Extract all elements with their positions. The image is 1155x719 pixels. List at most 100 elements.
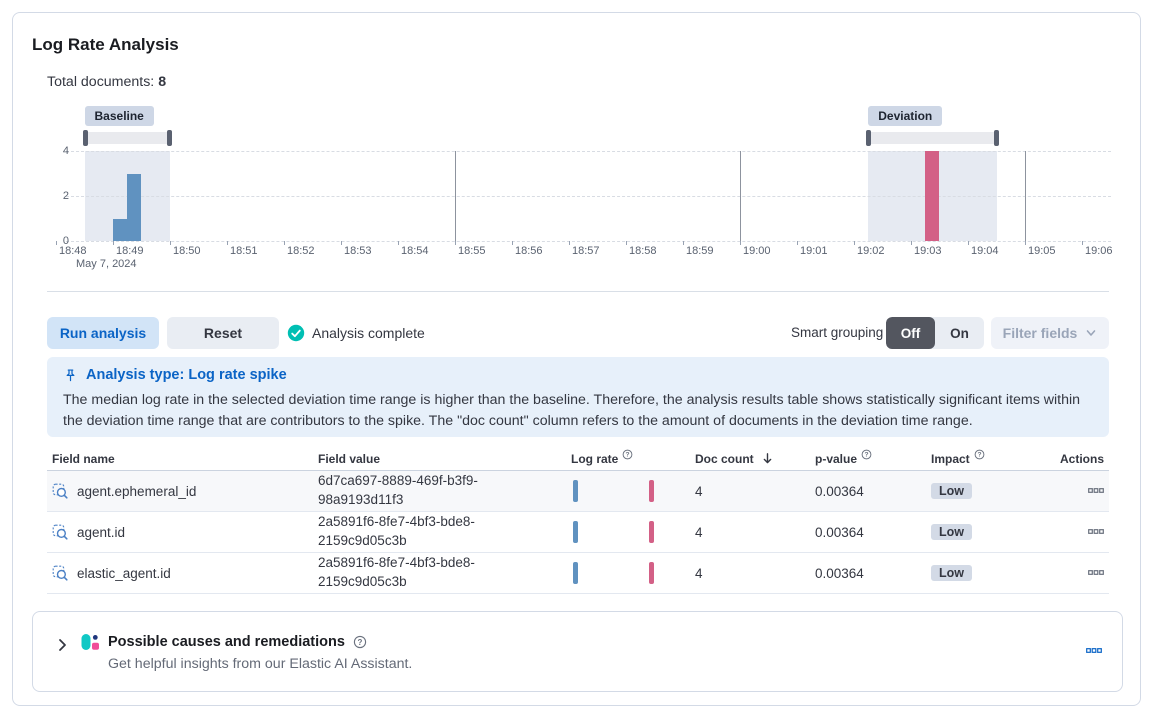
column-label: Actions xyxy=(1059,451,1104,466)
deviation-brush-track[interactable] xyxy=(868,132,997,144)
help-icon[interactable]: ? xyxy=(353,635,367,649)
x-tick-mark xyxy=(113,241,114,245)
column-header-actions: Actions xyxy=(1026,452,1109,466)
field-value: 2a5891f6-8fe7-4bf3-bde8-2159c9d05c3b xyxy=(318,514,475,548)
field-search-icon[interactable] xyxy=(52,524,68,540)
x-tick-mark xyxy=(455,241,456,245)
x-axis-label: 19:04 xyxy=(971,245,999,257)
results-table: Field name Field value Log rate? Doc count p… xyxy=(47,447,1109,594)
page-title: Log Rate Analysis xyxy=(32,35,179,54)
table-row: agent.id 2a5891f6-8fe7-4bf3-bde8-2159c9d0… xyxy=(47,512,1109,553)
smart-grouping-off-button[interactable]: Off xyxy=(886,317,935,349)
x-tick-mark xyxy=(740,241,741,245)
x-axis-label: 18:56 xyxy=(515,245,543,257)
p-value: 0.00364 xyxy=(815,524,864,540)
deviation-brush-handle-right[interactable] xyxy=(993,130,999,146)
log-rate-mini-chart xyxy=(566,512,690,552)
field-name-value: agent.id xyxy=(77,524,126,540)
doc-count-value: 4 xyxy=(695,524,703,540)
x-tick-mark xyxy=(284,241,285,245)
y-axis-label: 2 xyxy=(62,190,69,202)
column-header-log-rate[interactable]: Log rate? xyxy=(566,449,690,466)
table-row: elastic_agent.id 2a5891f6-8fe7-4bf3-bde8-… xyxy=(47,553,1109,594)
callout-body: The median log rate in the selected devi… xyxy=(63,392,1081,429)
x-gridline xyxy=(1025,151,1026,241)
x-tick-mark xyxy=(227,241,228,245)
analysis-status-label: Analysis complete xyxy=(312,325,425,341)
total-documents-value: 8 xyxy=(158,74,167,90)
field-value: 6d7ca697-8889-469f-b3f9-98a9193d11f3 xyxy=(318,473,478,507)
run-analysis-button[interactable]: Run analysis xyxy=(47,317,159,349)
x-tick-mark xyxy=(56,241,57,245)
x-tick-mark xyxy=(968,241,969,245)
column-label: Doc count xyxy=(695,451,754,466)
analysis-status: Analysis complete xyxy=(287,317,425,349)
panel-actions-icon[interactable] xyxy=(1086,645,1102,657)
row-actions-icon[interactable] xyxy=(1088,567,1104,579)
column-header-field-value[interactable]: Field value xyxy=(313,452,566,466)
x-axis-label: 18:59 xyxy=(686,245,714,257)
log-rate-mini-chart xyxy=(566,553,690,593)
help-icon[interactable]: ? xyxy=(622,449,633,460)
possible-causes-title: Possible causes and remediations xyxy=(108,634,345,650)
pin-icon xyxy=(63,368,78,383)
x-axis-date-label: May 7, 2024 xyxy=(76,258,137,270)
log-rate-baseline-bar xyxy=(573,521,578,543)
reset-button[interactable]: Reset xyxy=(167,317,279,349)
accordion-chevron-icon[interactable] xyxy=(55,638,69,652)
baseline-brush-handle-right[interactable] xyxy=(167,130,172,146)
table-row: agent.ephemeral_id 6d7ca697-8889-469f-b3f… xyxy=(47,471,1109,512)
log-rate-deviation-bar xyxy=(649,562,654,584)
deviation-badge: Deviation xyxy=(868,106,943,126)
x-axis-label: 18:55 xyxy=(458,245,486,257)
filter-fields-button[interactable]: Filter fields xyxy=(991,317,1109,349)
smart-grouping-on-button[interactable]: On xyxy=(950,325,969,341)
field-name-value: elastic_agent.id xyxy=(77,565,171,581)
x-tick-mark xyxy=(797,241,798,245)
x-axis-label: 18:52 xyxy=(287,245,315,257)
table-header-row: Field name Field value Log rate? Doc count p… xyxy=(47,447,1109,471)
help-icon[interactable]: ? xyxy=(974,449,985,460)
column-label: Field name xyxy=(52,451,115,466)
baseline-brush-handle-left[interactable] xyxy=(82,130,88,146)
x-tick-mark xyxy=(683,241,684,245)
y-gridline xyxy=(66,196,1111,197)
impact-badge: Low xyxy=(931,524,972,540)
histogram-bar xyxy=(925,151,940,241)
x-axis-label: 18:51 xyxy=(230,245,258,257)
column-header-p-value[interactable]: p-value? xyxy=(810,449,926,466)
log-rate-mini-chart xyxy=(566,471,690,511)
p-value: 0.00364 xyxy=(815,565,864,581)
column-header-field-name[interactable]: Field name xyxy=(47,452,313,466)
p-value: 0.00364 xyxy=(815,483,864,499)
y-gridline xyxy=(66,151,1111,152)
doc-count-value: 4 xyxy=(695,565,703,581)
deviation-brush-handle-left[interactable] xyxy=(866,130,872,146)
possible-causes-panel: Possible causes and remediations ? Get h… xyxy=(32,611,1123,692)
help-icon[interactable]: ? xyxy=(861,449,872,460)
field-search-icon[interactable] xyxy=(52,565,68,581)
row-actions-icon[interactable] xyxy=(1088,526,1104,538)
y-axis-label: 4 xyxy=(62,145,69,157)
x-axis-label: 19:02 xyxy=(857,245,885,257)
x-axis-label: 18:50 xyxy=(173,245,201,257)
svg-text:?: ? xyxy=(864,452,868,459)
svg-text:?: ? xyxy=(626,452,630,459)
row-actions-icon[interactable] xyxy=(1088,485,1104,497)
total-documents: Total documents: 8 xyxy=(47,74,166,90)
divider xyxy=(47,291,1109,292)
x-axis-label: 18:53 xyxy=(344,245,372,257)
chevron-down-icon xyxy=(1085,327,1097,339)
sort-desc-icon[interactable] xyxy=(761,452,774,465)
smart-grouping-toggle: Off On xyxy=(886,317,984,349)
x-axis-label: 18:54 xyxy=(401,245,429,257)
column-header-doc-count[interactable]: Doc count xyxy=(690,452,810,466)
x-tick-mark xyxy=(1025,241,1026,245)
baseline-brush-track[interactable] xyxy=(84,132,170,144)
column-header-impact[interactable]: Impact? xyxy=(926,449,1026,466)
field-search-icon[interactable] xyxy=(52,483,68,499)
histogram-bar xyxy=(127,173,142,241)
x-axis-label: 19:01 xyxy=(800,245,828,257)
x-axis-label: 18:48 xyxy=(59,245,87,257)
log-rate-deviation-bar xyxy=(649,521,654,543)
